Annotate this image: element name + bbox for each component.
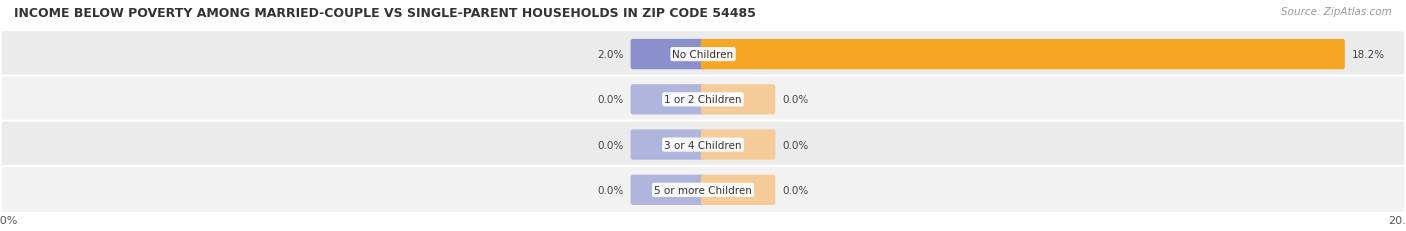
FancyBboxPatch shape [630, 85, 706, 115]
Text: 5 or more Children: 5 or more Children [654, 185, 752, 195]
Text: 0.0%: 0.0% [598, 140, 624, 150]
FancyBboxPatch shape [700, 85, 776, 115]
Text: 0.0%: 0.0% [782, 185, 808, 195]
FancyBboxPatch shape [630, 130, 706, 160]
FancyBboxPatch shape [1, 31, 1406, 79]
Text: Source: ZipAtlas.com: Source: ZipAtlas.com [1281, 7, 1392, 17]
Text: 18.2%: 18.2% [1351, 50, 1385, 60]
Text: 0.0%: 0.0% [598, 185, 624, 195]
Text: 0.0%: 0.0% [598, 95, 624, 105]
FancyBboxPatch shape [630, 40, 706, 70]
FancyBboxPatch shape [1, 121, 1406, 169]
FancyBboxPatch shape [1, 166, 1406, 214]
Text: 1 or 2 Children: 1 or 2 Children [664, 95, 742, 105]
Text: 0.0%: 0.0% [782, 95, 808, 105]
FancyBboxPatch shape [700, 175, 776, 205]
Text: 3 or 4 Children: 3 or 4 Children [664, 140, 742, 150]
FancyBboxPatch shape [1, 76, 1406, 124]
Text: 2.0%: 2.0% [598, 50, 624, 60]
Text: No Children: No Children [672, 50, 734, 60]
FancyBboxPatch shape [700, 40, 1344, 70]
Text: INCOME BELOW POVERTY AMONG MARRIED-COUPLE VS SINGLE-PARENT HOUSEHOLDS IN ZIP COD: INCOME BELOW POVERTY AMONG MARRIED-COUPL… [14, 7, 756, 20]
FancyBboxPatch shape [630, 175, 706, 205]
Text: 0.0%: 0.0% [782, 140, 808, 150]
FancyBboxPatch shape [700, 130, 776, 160]
